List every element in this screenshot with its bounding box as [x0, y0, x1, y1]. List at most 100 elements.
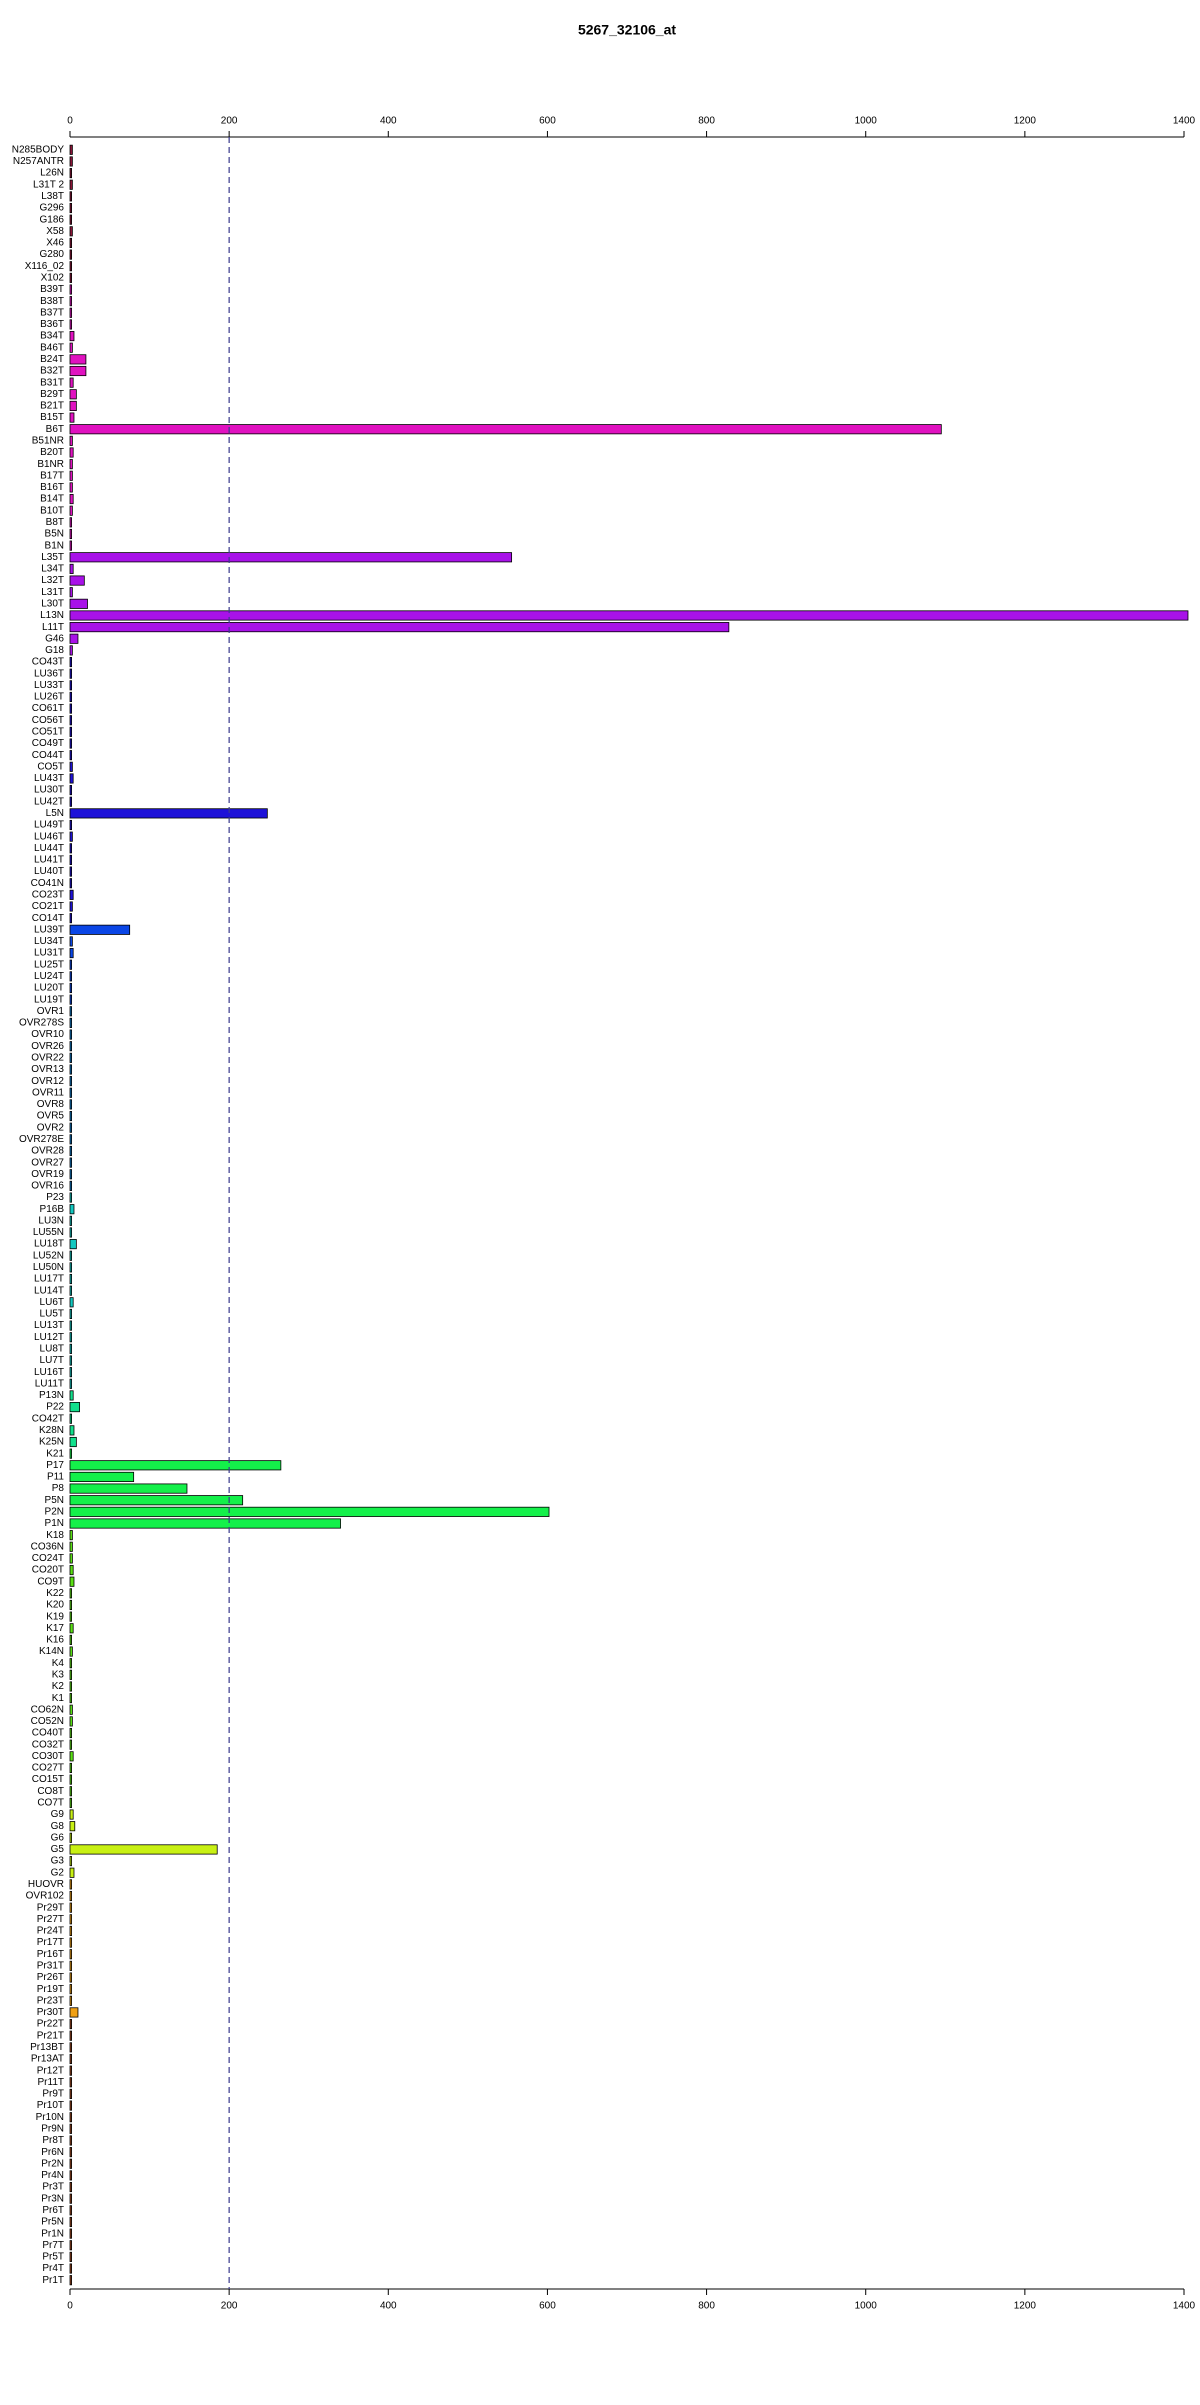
- y-tick-label: G3: [51, 1856, 65, 1867]
- y-tick-label: LU25T: [34, 959, 64, 970]
- y-tick-label: Pr9N: [41, 2123, 64, 2134]
- bar: [69, 1157, 72, 1168]
- bar: [69, 1530, 73, 1541]
- y-tick-label: X46: [46, 238, 64, 249]
- bar: [69, 1786, 72, 1797]
- bar: [69, 1460, 282, 1471]
- bar: [69, 1658, 72, 1669]
- bar: [69, 1925, 72, 1936]
- y-tick-label: B34T: [40, 331, 64, 342]
- bar: [69, 1902, 72, 1913]
- bar: [69, 1308, 72, 1320]
- bar: [69, 1110, 72, 1122]
- bar: [69, 1984, 72, 1995]
- bar: [69, 319, 72, 330]
- y-tick-label: P13N: [39, 1390, 64, 1401]
- bar: [69, 959, 72, 970]
- y-tick-label: CO41N: [31, 878, 64, 889]
- y-tick-label: LU30T: [34, 785, 64, 796]
- x-tick-label: 800: [698, 116, 715, 127]
- bar: [69, 2251, 72, 2262]
- bar: [69, 1378, 72, 1389]
- y-tick-label: B1NR: [37, 459, 64, 470]
- x-tick-label: 1000: [855, 2301, 878, 2312]
- bar: [69, 377, 74, 388]
- bar: [69, 1588, 72, 1599]
- bar: [69, 889, 74, 900]
- bar: [69, 1727, 72, 1739]
- y-tick-label: Pr26T: [37, 1972, 64, 1983]
- y-tick-label: X116_02: [25, 261, 65, 272]
- bar: [69, 854, 72, 865]
- y-tick-label: CO61T: [32, 703, 64, 714]
- bar: [69, 1145, 72, 1157]
- bar: [69, 1762, 72, 1774]
- bar: [69, 2193, 72, 2204]
- y-tick-label: B17T: [40, 470, 64, 481]
- y-tick-label: Pr24T: [37, 1926, 64, 1937]
- y-tick-label: K19: [46, 1611, 64, 1622]
- bar: [69, 1634, 72, 1645]
- bar: [69, 1716, 73, 1727]
- y-tick-label: L35T: [41, 552, 64, 563]
- bar: [69, 1483, 188, 1494]
- y-tick-label: OVR27: [31, 1157, 64, 1168]
- y-tick-label: Pr8T: [42, 2135, 64, 2146]
- y-tick-label: LU13T: [34, 1320, 64, 1331]
- y-tick-label: N257ANTR: [13, 156, 64, 167]
- y-tick-label: Pr2N: [41, 2158, 64, 2169]
- y-tick-label: CO7T: [37, 1798, 64, 1809]
- bar: [69, 1506, 550, 1517]
- y-tick-label: Pr10T: [37, 2100, 64, 2111]
- x-tick-label: 1400: [1173, 2301, 1196, 2312]
- y-tick-label: Pr22T: [37, 2019, 64, 2030]
- y-tick-label: LU42T: [34, 796, 64, 807]
- y-tick-label: LU49T: [34, 820, 64, 831]
- y-tick-label: LU34T: [34, 936, 64, 947]
- y-tick-label: Pr30T: [37, 2007, 64, 2018]
- bar: [69, 1192, 72, 1203]
- bar: [69, 1436, 77, 1448]
- bar: [69, 878, 72, 889]
- bar: [69, 1704, 73, 1715]
- y-tick-label: Pr11T: [38, 2077, 65, 2088]
- bar: [69, 400, 77, 411]
- y-tick-label: OVR2: [37, 1122, 65, 1133]
- bar: [69, 2135, 72, 2146]
- y-tick-label: LU44T: [34, 843, 64, 854]
- y-tick-label: Pr29T: [37, 1902, 64, 1913]
- y-tick-label: Pr7T: [42, 2240, 64, 2251]
- y-tick-label: B14T: [40, 494, 64, 505]
- bar: [69, 703, 72, 714]
- bar: [69, 261, 72, 272]
- y-tick-label: L38T: [41, 191, 64, 202]
- bar: [69, 2240, 72, 2251]
- bar: [69, 1867, 75, 1878]
- bar: [69, 412, 75, 423]
- x-tick-label: 200: [221, 2301, 238, 2312]
- x-tick-label: 600: [539, 2301, 556, 2312]
- bar: [69, 1413, 72, 1424]
- bar: [69, 447, 74, 458]
- bar: [69, 1448, 72, 1459]
- y-tick-label: LU3N: [38, 1215, 64, 1226]
- y-tick-label: LU52N: [33, 1250, 64, 1261]
- y-tick-label: LU18T: [34, 1239, 64, 1250]
- y-tick-label: LU11T: [35, 1378, 64, 1389]
- bar: [69, 2112, 72, 2123]
- bar: [69, 1076, 72, 1087]
- x-tick-label: 1200: [1014, 2301, 1037, 2312]
- y-tick-label: LU46T: [34, 831, 64, 842]
- y-tick-label: K4: [52, 1658, 65, 1669]
- bar: [69, 901, 73, 912]
- y-tick-label: OVR19: [31, 1169, 64, 1180]
- y-tick-label: Pr16T: [37, 1949, 64, 1960]
- bar: [69, 1355, 72, 1366]
- bar: [69, 1029, 72, 1040]
- bar: [69, 505, 73, 516]
- bar: [69, 1995, 72, 2006]
- y-tick-label: CO42T: [32, 1413, 64, 1424]
- y-tick-label: P11: [47, 1472, 64, 1483]
- y-tick-label: CO24T: [32, 1553, 64, 1564]
- bar: [69, 785, 72, 796]
